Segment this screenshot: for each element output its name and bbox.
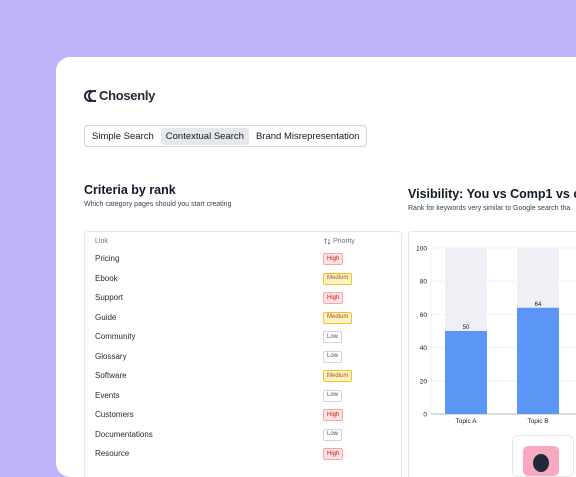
avatar (523, 446, 559, 476)
priority-badge: Low (323, 389, 343, 402)
priority-badge: Medium (323, 272, 353, 285)
row-link-label[interactable]: Guide (95, 312, 117, 322)
y-tick-label: 20 (420, 378, 428, 385)
row-link-label[interactable]: Glossary (95, 351, 127, 361)
table-row[interactable]: Events Low (95, 389, 395, 403)
row-link-label[interactable]: Documentations (95, 429, 153, 439)
priority-header-label: Priority (333, 238, 355, 245)
priority-badge: High (323, 253, 344, 265)
row-link-label[interactable]: Customers (95, 410, 134, 419)
tab-simple-search[interactable]: Simple Search (92, 130, 154, 142)
logo-icon (84, 89, 97, 102)
row-link-label[interactable]: Software (95, 371, 127, 380)
row-link-label[interactable]: Ebook (95, 273, 118, 283)
criteria-title: Criteria by rank (84, 183, 176, 197)
bar-chart: 0 20 40 60 80 100 50 Topic A 64 Topic B (416, 246, 576, 425)
y-tick-label: 40 (420, 345, 428, 352)
priority-badge: Medium (323, 370, 353, 382)
priority-badge: Low (323, 350, 343, 363)
priority-badge: High (323, 409, 344, 421)
table-row[interactable]: Resource High (95, 447, 395, 461)
row-link-label[interactable]: Community (95, 332, 136, 341)
data-label: 64 (535, 302, 542, 308)
column-header-link: Link (95, 238, 108, 245)
brand-logo[interactable]: Chosenly (84, 88, 155, 103)
priority-badge: Medium (323, 311, 353, 324)
table-row[interactable]: Support High (95, 291, 395, 305)
row-link-label[interactable]: Pricing (95, 254, 120, 263)
avatar-card (512, 435, 574, 477)
criteria-subtitle: Which category pages should you start cr… (84, 201, 232, 208)
column-header-priority[interactable]: Priority (324, 238, 355, 245)
priority-badge: High (323, 292, 344, 304)
table-row[interactable]: Pricing High (95, 252, 395, 266)
priority-badge: Low (323, 331, 343, 343)
y-tick-label: 80 (420, 279, 428, 286)
visibility-subtitle: Rank for keywords very similar to Google… (408, 205, 571, 212)
y-tick-label: 100 (416, 246, 427, 253)
x-tick-label: Topic B (527, 418, 548, 425)
row-link-label[interactable]: Resource (95, 449, 130, 458)
x-tick-label: Topic A (456, 418, 478, 425)
data-label: 50 (463, 325, 470, 331)
table-row[interactable]: Customers High (95, 408, 395, 422)
visibility-title: Visibility: You vs Comp1 vs co (408, 187, 576, 201)
table-row[interactable]: Glossary Low (95, 350, 395, 364)
table-row[interactable]: Software Medium (95, 369, 395, 383)
visibility-chart: 0 20 40 60 80 100 50 Topic A 64 Topic B (408, 231, 576, 477)
priority-badge: High (323, 448, 344, 460)
bar (445, 331, 487, 414)
priority-badge: Low (323, 428, 343, 441)
y-tick-label: 60 (420, 312, 428, 319)
criteria-table: Link Priority Pricing High Ebook Medium Supp… (84, 231, 402, 477)
table-row[interactable]: Community Low (95, 330, 395, 344)
y-tick-label: 0 (423, 412, 427, 419)
sort-icon (324, 238, 331, 245)
search-mode-tabs: Simple Search Contextual Search Brand Mi… (84, 125, 368, 147)
tab-brand-misrepresentation[interactable]: Brand Misrepresentation (255, 130, 360, 142)
brand-name: Chosenly (99, 88, 156, 103)
tab-contextual-search[interactable]: Contextual Search (160, 127, 249, 145)
table-row[interactable]: Ebook Medium (95, 272, 395, 286)
row-link-label[interactable]: Events (95, 390, 120, 400)
table-row[interactable]: Guide Medium (95, 311, 395, 325)
main-card: Chosenly Simple Search Contextual Search… (56, 57, 576, 477)
row-link-label[interactable]: Support (95, 293, 124, 302)
bar (517, 307, 559, 414)
table-row[interactable]: Documentations Low (95, 428, 395, 442)
